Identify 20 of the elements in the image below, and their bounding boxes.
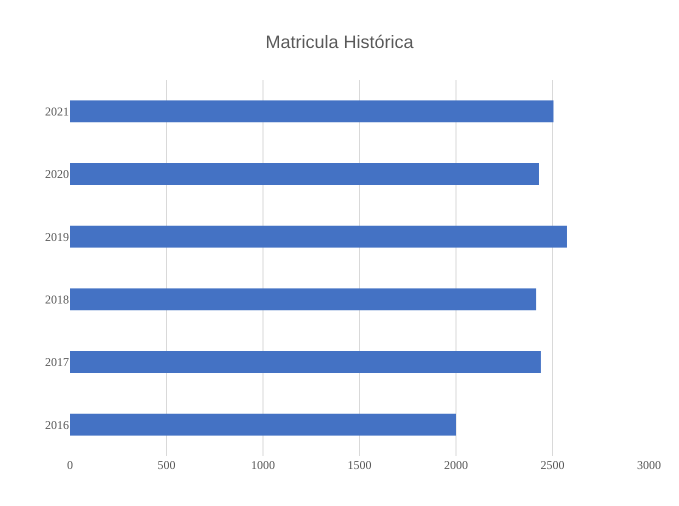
y-tick-label: 2019 bbox=[45, 230, 69, 244]
y-tick-label: 2017 bbox=[45, 355, 69, 370]
bar bbox=[70, 100, 554, 122]
bar bbox=[70, 414, 456, 436]
x-tick-label: 2500 bbox=[540, 458, 564, 472]
x-tick-label: 0 bbox=[67, 458, 73, 472]
chart-title: Matricula Histórica bbox=[265, 32, 414, 52]
bar bbox=[70, 226, 567, 248]
bar bbox=[70, 351, 541, 373]
bar bbox=[70, 163, 539, 185]
y-tick-label: 2016 bbox=[45, 418, 69, 432]
x-tick-label: 1000 bbox=[251, 458, 275, 472]
x-tick-label: 1500 bbox=[348, 458, 372, 472]
y-tick-label: 2021 bbox=[45, 104, 69, 119]
y-tick-label: 2020 bbox=[45, 167, 69, 182]
y-tick-label: 2018 bbox=[45, 292, 69, 307]
x-tick-label: 500 bbox=[158, 458, 176, 472]
x-tick-label: 3000 bbox=[637, 458, 661, 472]
bar bbox=[70, 288, 536, 310]
x-tick-label: 2000 bbox=[444, 458, 468, 472]
